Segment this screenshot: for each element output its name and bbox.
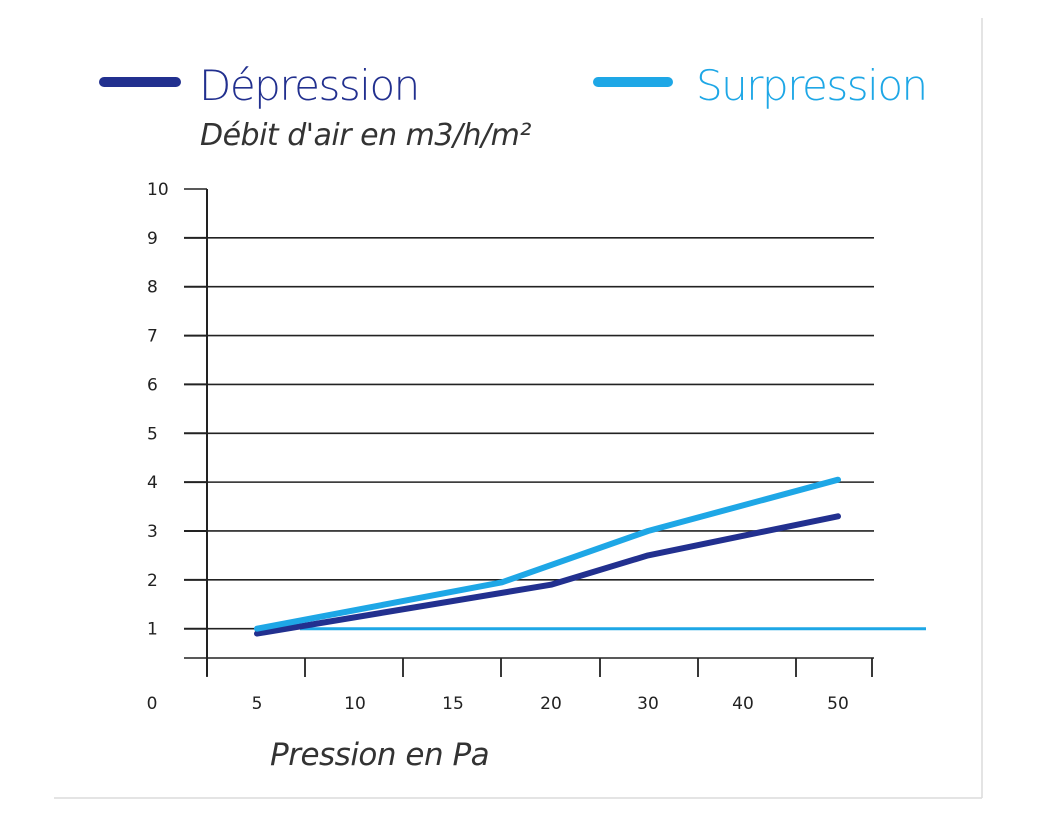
y-tick-label: 5 bbox=[147, 424, 158, 444]
x-axis-ticks: 0 5 10 15 20 30 40 50 bbox=[147, 658, 873, 714]
series-lines bbox=[254, 476, 926, 637]
legend-label-depression: Dépression bbox=[199, 61, 419, 110]
y-tick-label: 2 bbox=[147, 571, 158, 591]
x-tick-label: 30 bbox=[637, 694, 659, 714]
legend-label-surpression: Surpression bbox=[696, 61, 927, 110]
y-tick-label: 10 bbox=[147, 180, 169, 200]
y-axis-label: Débit d'air en m3/h/m² bbox=[200, 118, 531, 153]
x-tick-label: 15 bbox=[442, 694, 464, 714]
y-tick-label: 4 bbox=[147, 473, 158, 493]
legend: Dépression Surpression bbox=[99, 61, 928, 110]
x-tick-label: 0 bbox=[147, 694, 158, 714]
series-line-surpression bbox=[254, 476, 841, 632]
x-tick-label: 5 bbox=[252, 694, 263, 714]
x-tick-label: 20 bbox=[540, 694, 562, 714]
y-tick-label: 1 bbox=[147, 620, 158, 640]
x-tick-label: 40 bbox=[732, 694, 754, 714]
y-tick-label: 9 bbox=[147, 229, 158, 249]
y-tick-label: 3 bbox=[147, 522, 158, 542]
x-axis-label: Pression en Pa bbox=[270, 737, 489, 773]
series-line-depression bbox=[254, 513, 841, 637]
y-tick-label: 6 bbox=[147, 375, 158, 395]
x-tick-label: 50 bbox=[827, 694, 849, 714]
y-axis-ticks: 1 2 3 4 5 6 7 8 9 10 bbox=[147, 180, 207, 640]
x-tick-label: 10 bbox=[344, 694, 366, 714]
y-tick-label: 8 bbox=[147, 278, 158, 298]
y-tick-label: 7 bbox=[147, 327, 158, 347]
